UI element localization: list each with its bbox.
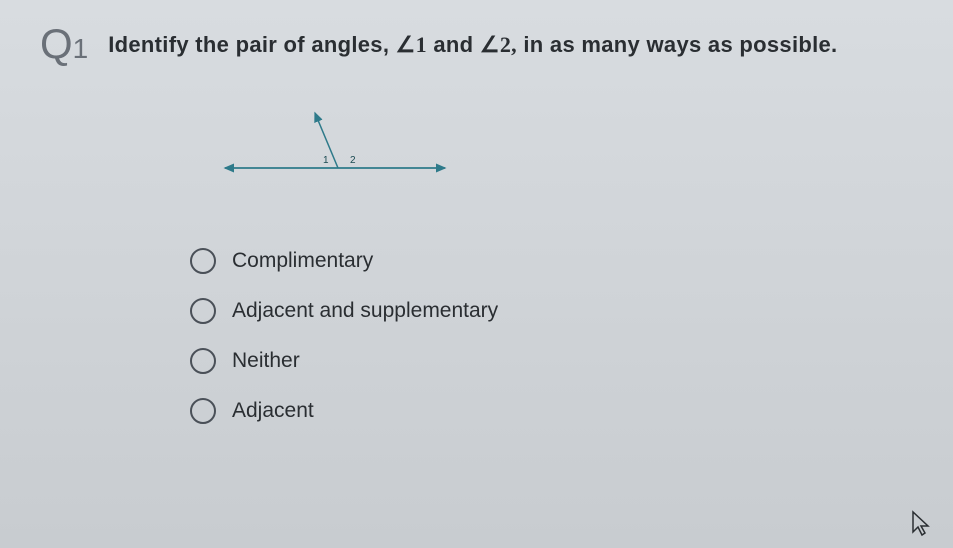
option-complimentary[interactable]: Complimentary: [190, 248, 913, 274]
question-header: Q1 Identify the pair of angles, ∠1 and ∠…: [40, 20, 913, 68]
diagram-svg: 12: [220, 108, 450, 183]
option-adjacent-supplementary[interactable]: Adjacent and supplementary: [190, 298, 913, 324]
option-label: Adjacent: [232, 399, 314, 423]
question-text: Identify the pair of angles, ∠1 and ∠2, …: [108, 20, 837, 58]
option-label: Complimentary: [232, 249, 373, 273]
angle2-symbol: ∠2,: [480, 32, 517, 57]
option-label: Adjacent and supplementary: [232, 299, 498, 323]
question-prefix: Q: [40, 20, 73, 67]
options-list: Complimentary Adjacent and supplementary N…: [190, 248, 913, 424]
option-neither[interactable]: Neither: [190, 348, 913, 374]
option-adjacent[interactable]: Adjacent: [190, 398, 913, 424]
option-label: Neither: [232, 349, 300, 373]
radio-circle[interactable]: [190, 248, 216, 274]
angle1-symbol: ∠1: [396, 32, 427, 57]
cursor-icon: [909, 510, 933, 538]
radio-circle[interactable]: [190, 398, 216, 424]
angle-diagram: 12: [220, 108, 913, 188]
question-container: Q1 Identify the pair of angles, ∠1 and ∠…: [0, 0, 953, 444]
svg-text:2: 2: [350, 155, 356, 166]
question-sub: 1: [73, 33, 89, 64]
text-part1: Identify the pair of angles,: [108, 32, 395, 57]
text-part3: in as many ways as possible.: [517, 32, 838, 57]
radio-circle[interactable]: [190, 298, 216, 324]
question-number: Q1: [40, 20, 88, 68]
svg-text:1: 1: [323, 155, 329, 166]
text-part2: and: [427, 32, 480, 57]
radio-circle[interactable]: [190, 348, 216, 374]
